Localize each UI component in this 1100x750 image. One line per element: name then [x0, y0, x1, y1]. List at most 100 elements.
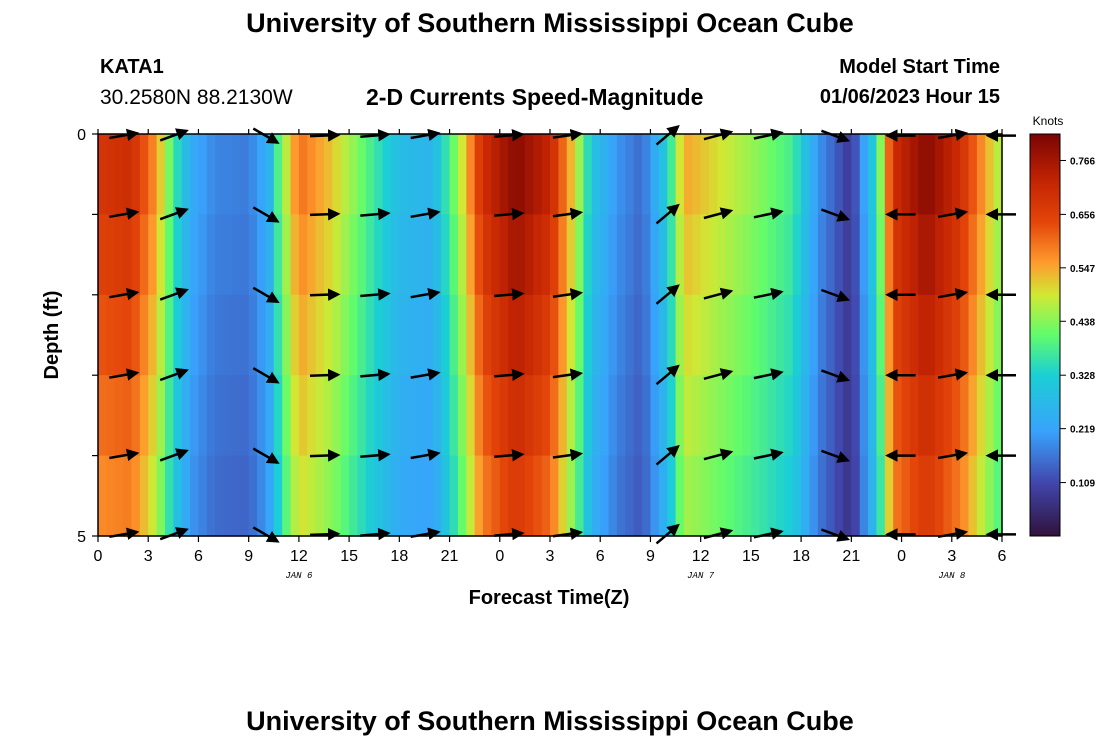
heatmap-cell — [215, 455, 225, 537]
heatmap-cell — [742, 294, 752, 376]
heatmap-cell — [223, 455, 233, 537]
heatmap-cell — [667, 134, 677, 215]
heatmap-cell — [499, 214, 509, 296]
heatmap-cell — [156, 375, 166, 457]
current-vector — [655, 523, 680, 545]
current-speed-chart: 0 3 6 9 12 15 18 21 0 3 6 9 12 15 18 21 0 3 6 JAN 6 JAN 7 JAN… — [41, 114, 1095, 609]
heatmap-cell — [734, 214, 744, 296]
heatmap-cell — [516, 455, 526, 537]
current-vector — [655, 284, 680, 305]
heatmap-cell — [784, 134, 794, 215]
heatmap-cell — [257, 294, 267, 376]
heatmap-cell — [106, 134, 116, 215]
heatmap-cell — [750, 134, 760, 215]
heatmap-cell — [734, 134, 744, 215]
heatmap-cell — [307, 455, 317, 537]
heatmap-cell — [767, 294, 777, 376]
heatmap-cell — [181, 455, 191, 537]
current-vector — [820, 528, 851, 542]
heatmap-cell — [324, 294, 333, 376]
current-vector — [937, 368, 969, 381]
heatmap-cell — [407, 375, 417, 457]
heatmap-cell — [566, 134, 576, 215]
y-tick-label: 0 — [77, 127, 86, 144]
heatmap-cell — [432, 214, 442, 296]
heatmap-cell — [298, 214, 308, 296]
heatmap-cell — [909, 294, 919, 376]
heatmap-cell — [993, 294, 1003, 376]
x-tick-label: 0 — [495, 548, 504, 565]
heatmap-cell — [976, 214, 986, 296]
heatmap-cell — [449, 375, 459, 457]
current-vector — [309, 368, 341, 382]
heatmap-cell — [734, 455, 744, 537]
heatmap-cell — [583, 214, 593, 296]
heatmap-cell — [123, 455, 133, 537]
heatmap-cell — [809, 455, 819, 537]
current-vector — [252, 127, 280, 144]
heatmap-cell — [139, 214, 149, 296]
heatmap-cell — [248, 134, 258, 215]
y-axis-label: Depth (ft) — [41, 291, 63, 380]
current-vector — [753, 287, 784, 301]
heatmap-cell — [717, 455, 727, 537]
heatmap-cell — [985, 455, 995, 537]
heatmap-cell — [324, 455, 333, 537]
heatmap-cell — [231, 134, 241, 215]
heatmap-cell — [457, 455, 467, 537]
heatmap-cell — [842, 455, 852, 537]
current-vector — [494, 527, 525, 541]
heatmap-cell — [282, 214, 292, 296]
heatmap-cell — [357, 134, 367, 215]
current-vector — [552, 448, 584, 462]
current-vector — [753, 207, 784, 220]
heatmap-cell — [901, 294, 911, 376]
heatmap-cell — [148, 134, 158, 215]
heatmap-cell — [926, 134, 936, 215]
heatmap-cell — [123, 294, 133, 376]
heatmap-cell — [181, 134, 191, 215]
current-vector — [820, 369, 851, 383]
heatmap-cell — [449, 214, 459, 296]
heatmap-cell — [909, 214, 919, 296]
heatmap-cell — [901, 214, 911, 296]
heatmap-cell — [960, 294, 970, 376]
heatmap-cell — [650, 375, 660, 457]
heatmap-cell — [499, 455, 509, 537]
heatmap-cell — [709, 134, 719, 215]
heatmap-cell — [106, 375, 116, 457]
heatmap-cell — [483, 455, 493, 537]
heatmap-cell — [265, 455, 275, 537]
heatmap-cell — [935, 134, 945, 215]
heatmap-cell — [131, 294, 141, 376]
heatmap-cell — [449, 455, 459, 537]
heatmap-cell — [148, 455, 158, 537]
heatmap-cell — [441, 294, 451, 376]
heatmap-cell — [332, 455, 342, 537]
current-vector — [360, 527, 391, 541]
heatmap-cell — [173, 294, 183, 376]
heatmap-cell — [148, 375, 158, 457]
heatmap-cell — [424, 455, 434, 537]
heatmap-cell — [332, 134, 342, 215]
x-tick-label: 6 — [998, 548, 1007, 565]
heatmap-cell — [943, 375, 953, 457]
heatmap-cell — [675, 375, 685, 457]
heatmap-cell — [349, 375, 359, 457]
heatmap-cell — [776, 214, 785, 296]
heatmap-cell — [340, 214, 350, 296]
current-vector — [360, 288, 391, 301]
heatmap-cell — [884, 134, 894, 215]
x-tick-label: 6 — [194, 548, 203, 565]
heatmap-cell — [667, 294, 677, 376]
heatmap-cell — [524, 455, 534, 537]
heatmap-cell — [457, 214, 467, 296]
heatmap-cell — [273, 134, 283, 215]
heatmap-cell — [106, 214, 116, 296]
heatmap-cell — [432, 455, 442, 537]
heatmap-cell — [516, 214, 526, 296]
heatmap-cell — [424, 214, 434, 296]
heatmap-cell — [918, 214, 928, 296]
heatmap-cell — [868, 214, 878, 296]
heatmap-cell — [148, 294, 158, 376]
